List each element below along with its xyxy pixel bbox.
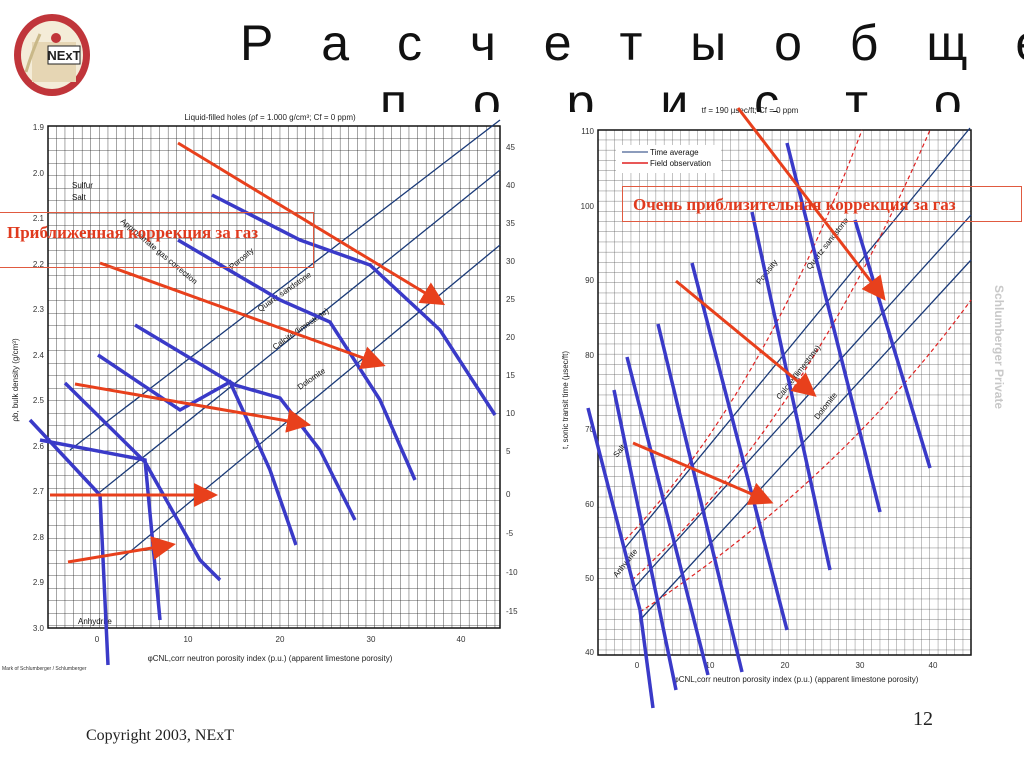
svg-text:60: 60 — [585, 500, 594, 509]
right-chart: tf = 190 µsec/ft; Cf = 0 ppm 1101009080 … — [561, 106, 972, 709]
svg-text:110: 110 — [581, 127, 594, 136]
svg-text:1.9: 1.9 — [33, 123, 45, 132]
svg-text:-15: -15 — [506, 607, 518, 616]
svg-text:100: 100 — [581, 202, 595, 211]
svg-text:2.9: 2.9 — [33, 578, 45, 587]
svg-text:2.8: 2.8 — [33, 533, 45, 542]
svg-text:10: 10 — [506, 409, 515, 418]
svg-text:20: 20 — [781, 661, 790, 670]
svg-text:10: 10 — [706, 661, 715, 670]
svg-text:Salt: Salt — [72, 193, 87, 202]
svg-text:2.3: 2.3 — [33, 305, 45, 314]
svg-text:70: 70 — [585, 425, 594, 434]
svg-text:Liquid-filled holes (ρf = 1.00: Liquid-filled holes (ρf = 1.000 g/cm³; C… — [184, 113, 356, 122]
watermark: Schlumberger Private — [992, 285, 1006, 410]
svg-text:φCNL,corr neutron porosity ind: φCNL,corr neutron porosity index (p.u.) … — [148, 654, 393, 663]
svg-text:tf = 190 µsec/ft; Cf = 0 ppm: tf = 190 µsec/ft; Cf = 0 ppm — [702, 106, 799, 115]
left-chart: Liquid-filled holes (ρf = 1.000 g/cm³; C… — [11, 113, 518, 666]
svg-text:20: 20 — [276, 635, 285, 644]
next-logo: NExT — [12, 12, 92, 98]
svg-text:2.6: 2.6 — [33, 442, 45, 451]
svg-text:40: 40 — [585, 648, 594, 657]
svg-text:45: 45 — [506, 143, 515, 152]
svg-text:2.0: 2.0 — [33, 169, 45, 178]
svg-text:Field observation: Field observation — [650, 159, 711, 168]
svg-text:35: 35 — [506, 219, 515, 228]
gas-correction-callout-left: Приближенная коррекция за газ — [0, 212, 314, 268]
svg-text:ρb, bulk density (g/cm³): ρb, bulk density (g/cm³) — [11, 338, 20, 422]
svg-text:t, sonic transit time (µsec/ft: t, sonic transit time (µsec/ft) — [561, 351, 570, 449]
svg-text:Sulfur: Sulfur — [72, 181, 93, 190]
svg-text:0: 0 — [635, 661, 640, 670]
svg-text:40: 40 — [506, 181, 515, 190]
svg-text:-5: -5 — [506, 529, 514, 538]
svg-text:30: 30 — [506, 257, 515, 266]
svg-text:0: 0 — [95, 635, 100, 644]
svg-text:50: 50 — [585, 574, 594, 583]
svg-text:90: 90 — [585, 276, 594, 285]
svg-text:2.5: 2.5 — [33, 396, 45, 405]
svg-text:30: 30 — [856, 661, 865, 670]
svg-text:2.4: 2.4 — [33, 351, 45, 360]
svg-text:25: 25 — [506, 295, 515, 304]
slide-title: Р а с ч е т ы о б щ е й — [240, 15, 1024, 71]
svg-text:0: 0 — [506, 490, 511, 499]
svg-text:2.1: 2.1 — [33, 214, 45, 223]
svg-text:φCNL,corr neutron porosity ind: φCNL,corr neutron porosity index (p.u.) … — [674, 675, 919, 684]
svg-text:5: 5 — [506, 447, 511, 456]
slide-title-line2: п о р и с т о с т и — [380, 74, 988, 112]
svg-text:40: 40 — [457, 635, 466, 644]
page-number: 12 — [913, 708, 933, 730]
footnote: Mark of Schlumberger / Schlumberger — [2, 666, 87, 672]
gas-correction-callout-right: Очень приблизительная коррекция за газ — [622, 186, 1022, 222]
svg-text:10: 10 — [184, 635, 193, 644]
svg-text:Time average: Time average — [650, 148, 699, 157]
svg-text:NExT: NExT — [47, 48, 80, 63]
svg-text:80: 80 — [585, 351, 594, 360]
svg-text:-10: -10 — [506, 568, 518, 577]
svg-text:Anhydrite: Anhydrite — [78, 617, 112, 626]
svg-text:15: 15 — [506, 371, 515, 380]
svg-text:3.0: 3.0 — [33, 624, 45, 633]
copyright: Copyright 2003, NExT — [86, 727, 234, 744]
svg-text:30: 30 — [367, 635, 376, 644]
svg-text:2.2: 2.2 — [33, 260, 45, 269]
svg-text:20: 20 — [506, 333, 515, 342]
svg-text:40: 40 — [929, 661, 938, 670]
svg-text:2.7: 2.7 — [33, 487, 45, 496]
